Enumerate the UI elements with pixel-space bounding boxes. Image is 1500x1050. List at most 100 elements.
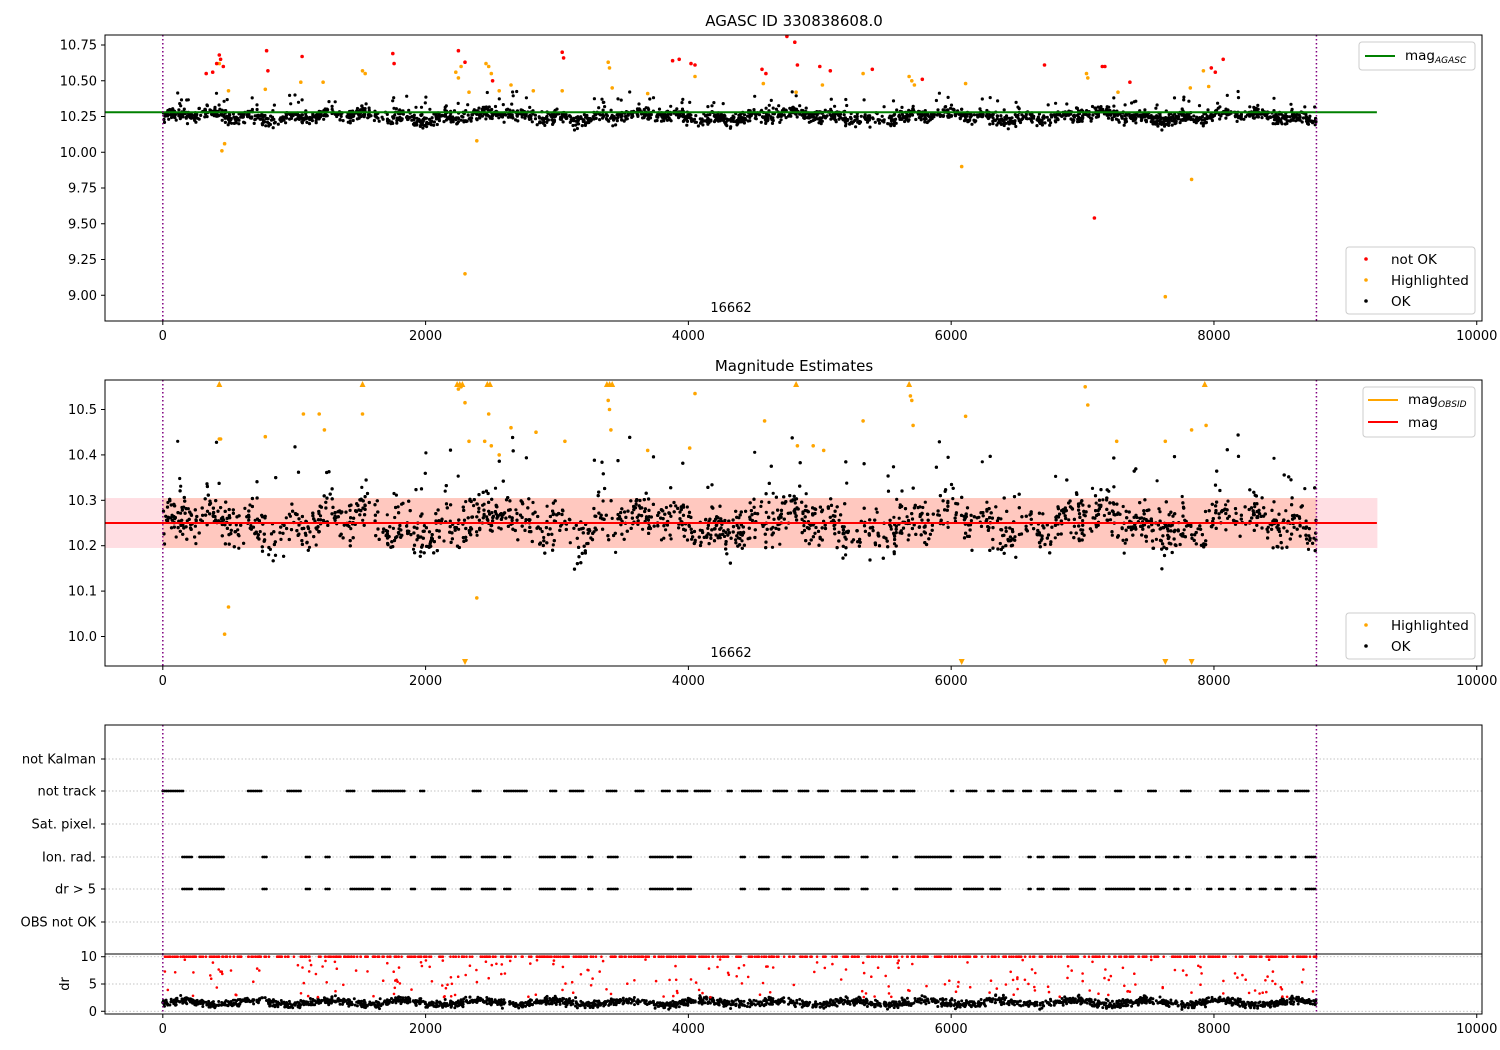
point-ok <box>954 511 959 515</box>
point-ok <box>1051 113 1055 117</box>
point-ok <box>344 510 348 514</box>
point-ok <box>1167 112 1171 117</box>
point-highlighted <box>1188 86 1193 90</box>
y-tick-label: 10.25 <box>60 110 97 125</box>
point-ok <box>1074 106 1079 110</box>
point-ok <box>734 541 738 545</box>
point-ok <box>586 117 590 121</box>
point-ok <box>680 101 684 105</box>
point-ok <box>419 113 423 117</box>
point-ok <box>425 125 429 129</box>
point-highlighted <box>607 66 612 70</box>
point-ok <box>258 530 262 534</box>
point-ok <box>594 528 598 532</box>
point-not-ok <box>210 70 215 74</box>
point-ok <box>1132 113 1136 117</box>
point-ok <box>1072 118 1076 122</box>
point-highlighted <box>963 81 968 86</box>
point-ok <box>628 90 632 94</box>
point-ok <box>855 117 859 121</box>
point-ok <box>1260 116 1264 120</box>
point-ok <box>325 107 329 111</box>
point-ok <box>548 514 553 519</box>
point-ok <box>411 122 416 126</box>
point-ok <box>1295 116 1299 120</box>
point-ok <box>1176 116 1180 121</box>
point-ok <box>247 114 251 118</box>
point-ok <box>303 531 307 535</box>
point-ok <box>1306 122 1311 126</box>
point-ok <box>849 117 853 121</box>
point-ok <box>930 528 934 532</box>
point-ok <box>706 105 710 109</box>
point-ok <box>497 116 501 120</box>
point-ok <box>224 500 228 504</box>
point-ok <box>1285 119 1289 123</box>
point-ok <box>629 499 633 503</box>
point-ok <box>855 114 859 119</box>
point-ok <box>635 498 639 502</box>
point-ok <box>412 116 416 120</box>
point-ok <box>787 114 791 118</box>
point-ok <box>1176 529 1180 533</box>
point-ok <box>980 460 984 464</box>
point-ok <box>612 118 616 122</box>
point-ok <box>664 528 668 532</box>
point-ok <box>1236 454 1241 458</box>
point-ok <box>577 555 581 559</box>
point-ok <box>243 506 247 510</box>
point-ok <box>437 119 441 123</box>
point-ok <box>905 515 909 519</box>
point-ok <box>779 512 784 516</box>
point-ok <box>943 508 947 512</box>
point-ok <box>575 119 579 123</box>
point-ok <box>844 124 848 128</box>
point-not-ok <box>677 57 681 62</box>
point-ok <box>784 500 788 504</box>
point-ok <box>181 532 185 536</box>
point-ok <box>419 119 423 123</box>
point-ok <box>500 113 504 117</box>
point-ok <box>1218 117 1222 121</box>
point-ok <box>419 487 424 491</box>
point-ok <box>493 104 498 109</box>
point-ok <box>1204 539 1208 543</box>
point-ok <box>462 518 467 522</box>
point-ok <box>339 114 343 118</box>
point-ok <box>392 106 396 110</box>
point-ok <box>759 504 763 508</box>
point-ok <box>934 465 939 469</box>
panel1-title: AGASC ID 330838608.0 <box>705 12 883 30</box>
point-ok <box>1272 118 1277 122</box>
point-ok <box>408 509 412 513</box>
y-tick-label: 10.75 <box>60 39 97 54</box>
point-ok <box>510 90 515 94</box>
point-ok <box>1170 123 1174 127</box>
point-ok <box>381 117 385 121</box>
point-ok <box>435 122 439 127</box>
point-ok <box>813 507 817 511</box>
point-ok <box>477 113 481 117</box>
point-ok <box>515 89 519 94</box>
point-ok <box>829 503 834 507</box>
point-ok <box>252 121 256 125</box>
point-highlighted <box>360 69 365 73</box>
point-ok <box>258 117 262 121</box>
point-ok <box>938 494 943 498</box>
point-ok <box>503 511 507 515</box>
point-ok <box>1108 518 1113 522</box>
point-ok <box>996 547 1000 551</box>
point-ok <box>477 506 481 510</box>
point-ok <box>504 113 508 117</box>
point-ok <box>1167 541 1171 545</box>
point-not-ok <box>920 77 925 82</box>
point-ok <box>276 122 280 126</box>
point-ok <box>583 123 588 127</box>
point-ok <box>685 123 689 127</box>
point-ok <box>962 518 967 522</box>
point-ok <box>774 526 778 531</box>
point-ok <box>693 120 697 124</box>
point-ok <box>622 537 626 541</box>
point-ok <box>377 537 381 542</box>
point-ok <box>784 116 788 120</box>
